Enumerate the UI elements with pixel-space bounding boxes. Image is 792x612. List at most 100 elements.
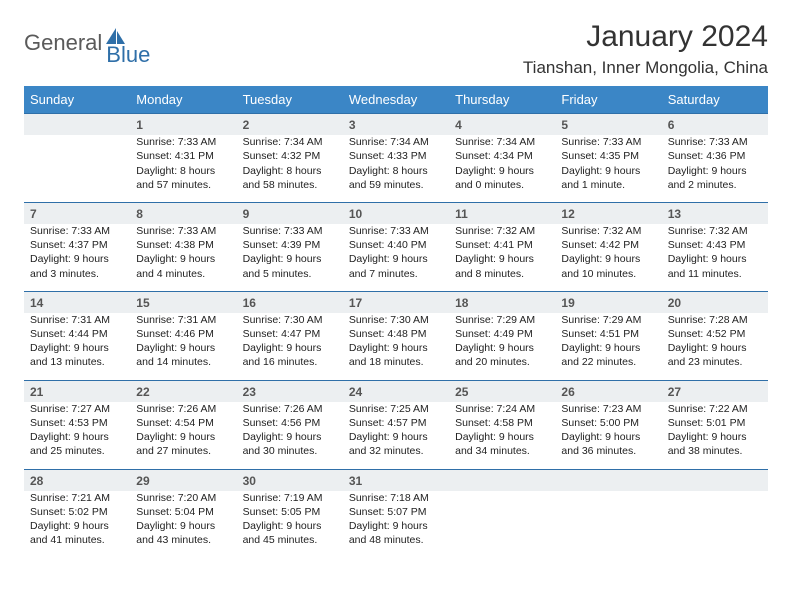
detail-line: Daylight: 8 hours — [243, 164, 337, 178]
day-detail-cell: Sunrise: 7:20 AMSunset: 5:04 PMDaylight:… — [130, 491, 236, 558]
detail-line: Daylight: 9 hours — [349, 519, 443, 533]
detail-line: Daylight: 9 hours — [136, 341, 230, 355]
detail-line: Sunrise: 7:22 AM — [668, 402, 762, 416]
detail-line: Sunrise: 7:30 AM — [349, 313, 443, 327]
day-detail-cell: Sunrise: 7:33 AMSunset: 4:31 PMDaylight:… — [130, 135, 236, 202]
detail-line: Daylight: 9 hours — [243, 519, 337, 533]
detail-line: Sunrise: 7:26 AM — [243, 402, 337, 416]
detail-line: Sunrise: 7:20 AM — [136, 491, 230, 505]
detail-line: and 8 minutes. — [455, 267, 549, 281]
detail-line: Daylight: 9 hours — [668, 341, 762, 355]
detail-line: Daylight: 9 hours — [561, 430, 655, 444]
detail-line: Sunset: 4:37 PM — [30, 238, 124, 252]
detail-line: and 30 minutes. — [243, 444, 337, 458]
day-number-cell: 15 — [130, 291, 236, 313]
detail-line: and 13 minutes. — [30, 355, 124, 369]
detail-line: Daylight: 9 hours — [455, 430, 549, 444]
detail-line: and 11 minutes. — [668, 267, 762, 281]
detail-line: and 41 minutes. — [30, 533, 124, 547]
calendar-table: SundayMondayTuesdayWednesdayThursdayFrid… — [24, 86, 768, 557]
detail-line: and 14 minutes. — [136, 355, 230, 369]
detail-line: and 22 minutes. — [561, 355, 655, 369]
detail-line: Sunset: 4:41 PM — [455, 238, 549, 252]
detail-line: Daylight: 8 hours — [136, 164, 230, 178]
detail-line: Daylight: 9 hours — [668, 164, 762, 178]
month-title: January 2024 — [523, 20, 768, 54]
week-detail-row: Sunrise: 7:33 AMSunset: 4:31 PMDaylight:… — [24, 135, 768, 202]
detail-line: Sunrise: 7:23 AM — [561, 402, 655, 416]
day-detail-cell: Sunrise: 7:25 AMSunset: 4:57 PMDaylight:… — [343, 402, 449, 469]
detail-line: Daylight: 9 hours — [243, 341, 337, 355]
detail-line: Sunset: 5:00 PM — [561, 416, 655, 430]
detail-line: and 48 minutes. — [349, 533, 443, 547]
day-detail-cell: Sunrise: 7:30 AMSunset: 4:48 PMDaylight:… — [343, 313, 449, 380]
detail-line: and 7 minutes. — [349, 267, 443, 281]
day-detail-cell: Sunrise: 7:33 AMSunset: 4:35 PMDaylight:… — [555, 135, 661, 202]
day-number-cell: 23 — [237, 380, 343, 402]
week-detail-row: Sunrise: 7:33 AMSunset: 4:37 PMDaylight:… — [24, 224, 768, 291]
day-detail-cell: Sunrise: 7:34 AMSunset: 4:33 PMDaylight:… — [343, 135, 449, 202]
logo: General Blue — [24, 28, 172, 57]
detail-line: and 59 minutes. — [349, 178, 443, 192]
detail-line: Sunset: 4:44 PM — [30, 327, 124, 341]
day-detail-cell: Sunrise: 7:19 AMSunset: 5:05 PMDaylight:… — [237, 491, 343, 558]
detail-line: Daylight: 9 hours — [349, 252, 443, 266]
day-number-cell: 1 — [130, 114, 236, 136]
title-block: January 2024 Tianshan, Inner Mongolia, C… — [523, 20, 768, 78]
detail-line: Sunrise: 7:25 AM — [349, 402, 443, 416]
detail-line: Sunset: 4:53 PM — [30, 416, 124, 430]
detail-line: and 27 minutes. — [136, 444, 230, 458]
day-number-cell: 10 — [343, 202, 449, 224]
detail-line: and 1 minute. — [561, 178, 655, 192]
logo-text-gray: General — [24, 30, 102, 56]
detail-line: and 43 minutes. — [136, 533, 230, 547]
day-number-cell: 24 — [343, 380, 449, 402]
detail-line: Daylight: 9 hours — [136, 252, 230, 266]
detail-line: Sunrise: 7:34 AM — [243, 135, 337, 149]
detail-line: Sunset: 4:31 PM — [136, 149, 230, 163]
detail-line: and 0 minutes. — [455, 178, 549, 192]
detail-line: Daylight: 9 hours — [349, 341, 443, 355]
day-detail-cell: Sunrise: 7:31 AMSunset: 4:46 PMDaylight:… — [130, 313, 236, 380]
detail-line: Sunset: 4:33 PM — [349, 149, 443, 163]
detail-line: Daylight: 9 hours — [30, 252, 124, 266]
day-number-cell: 19 — [555, 291, 661, 313]
detail-line: and 45 minutes. — [243, 533, 337, 547]
detail-line: Sunset: 4:40 PM — [349, 238, 443, 252]
day-detail-cell: Sunrise: 7:33 AMSunset: 4:38 PMDaylight:… — [130, 224, 236, 291]
detail-line: Sunset: 4:49 PM — [455, 327, 549, 341]
detail-line: and 10 minutes. — [561, 267, 655, 281]
detail-line: Sunrise: 7:32 AM — [455, 224, 549, 238]
location: Tianshan, Inner Mongolia, China — [523, 58, 768, 78]
detail-line: Daylight: 9 hours — [668, 252, 762, 266]
day-number-cell: 12 — [555, 202, 661, 224]
day-detail-cell: Sunrise: 7:33 AMSunset: 4:36 PMDaylight:… — [662, 135, 768, 202]
detail-line: Sunrise: 7:18 AM — [349, 491, 443, 505]
detail-line: Sunset: 5:04 PM — [136, 505, 230, 519]
detail-line: Sunrise: 7:33 AM — [136, 135, 230, 149]
detail-line: and 58 minutes. — [243, 178, 337, 192]
detail-line: Sunset: 4:39 PM — [243, 238, 337, 252]
detail-line: and 18 minutes. — [349, 355, 443, 369]
day-header: Friday — [555, 86, 661, 114]
detail-line: Daylight: 8 hours — [349, 164, 443, 178]
detail-line: Sunset: 4:57 PM — [349, 416, 443, 430]
detail-line: Sunrise: 7:32 AM — [561, 224, 655, 238]
day-number-cell: 7 — [24, 202, 130, 224]
detail-line: and 20 minutes. — [455, 355, 549, 369]
detail-line: Sunset: 4:34 PM — [455, 149, 549, 163]
detail-line: Sunrise: 7:19 AM — [243, 491, 337, 505]
detail-line: Daylight: 9 hours — [30, 519, 124, 533]
detail-line: Daylight: 9 hours — [136, 519, 230, 533]
detail-line: Sunset: 5:02 PM — [30, 505, 124, 519]
day-number-cell: 30 — [237, 469, 343, 491]
header: General Blue January 2024 Tianshan, Inne… — [24, 20, 768, 78]
detail-line: Sunrise: 7:29 AM — [561, 313, 655, 327]
day-detail-cell: Sunrise: 7:22 AMSunset: 5:01 PMDaylight:… — [662, 402, 768, 469]
day-number-cell: 28 — [24, 469, 130, 491]
detail-line: Sunset: 4:46 PM — [136, 327, 230, 341]
detail-line: Daylight: 9 hours — [561, 341, 655, 355]
detail-line: Daylight: 9 hours — [136, 430, 230, 444]
detail-line: Sunrise: 7:32 AM — [668, 224, 762, 238]
detail-line: Sunrise: 7:33 AM — [561, 135, 655, 149]
